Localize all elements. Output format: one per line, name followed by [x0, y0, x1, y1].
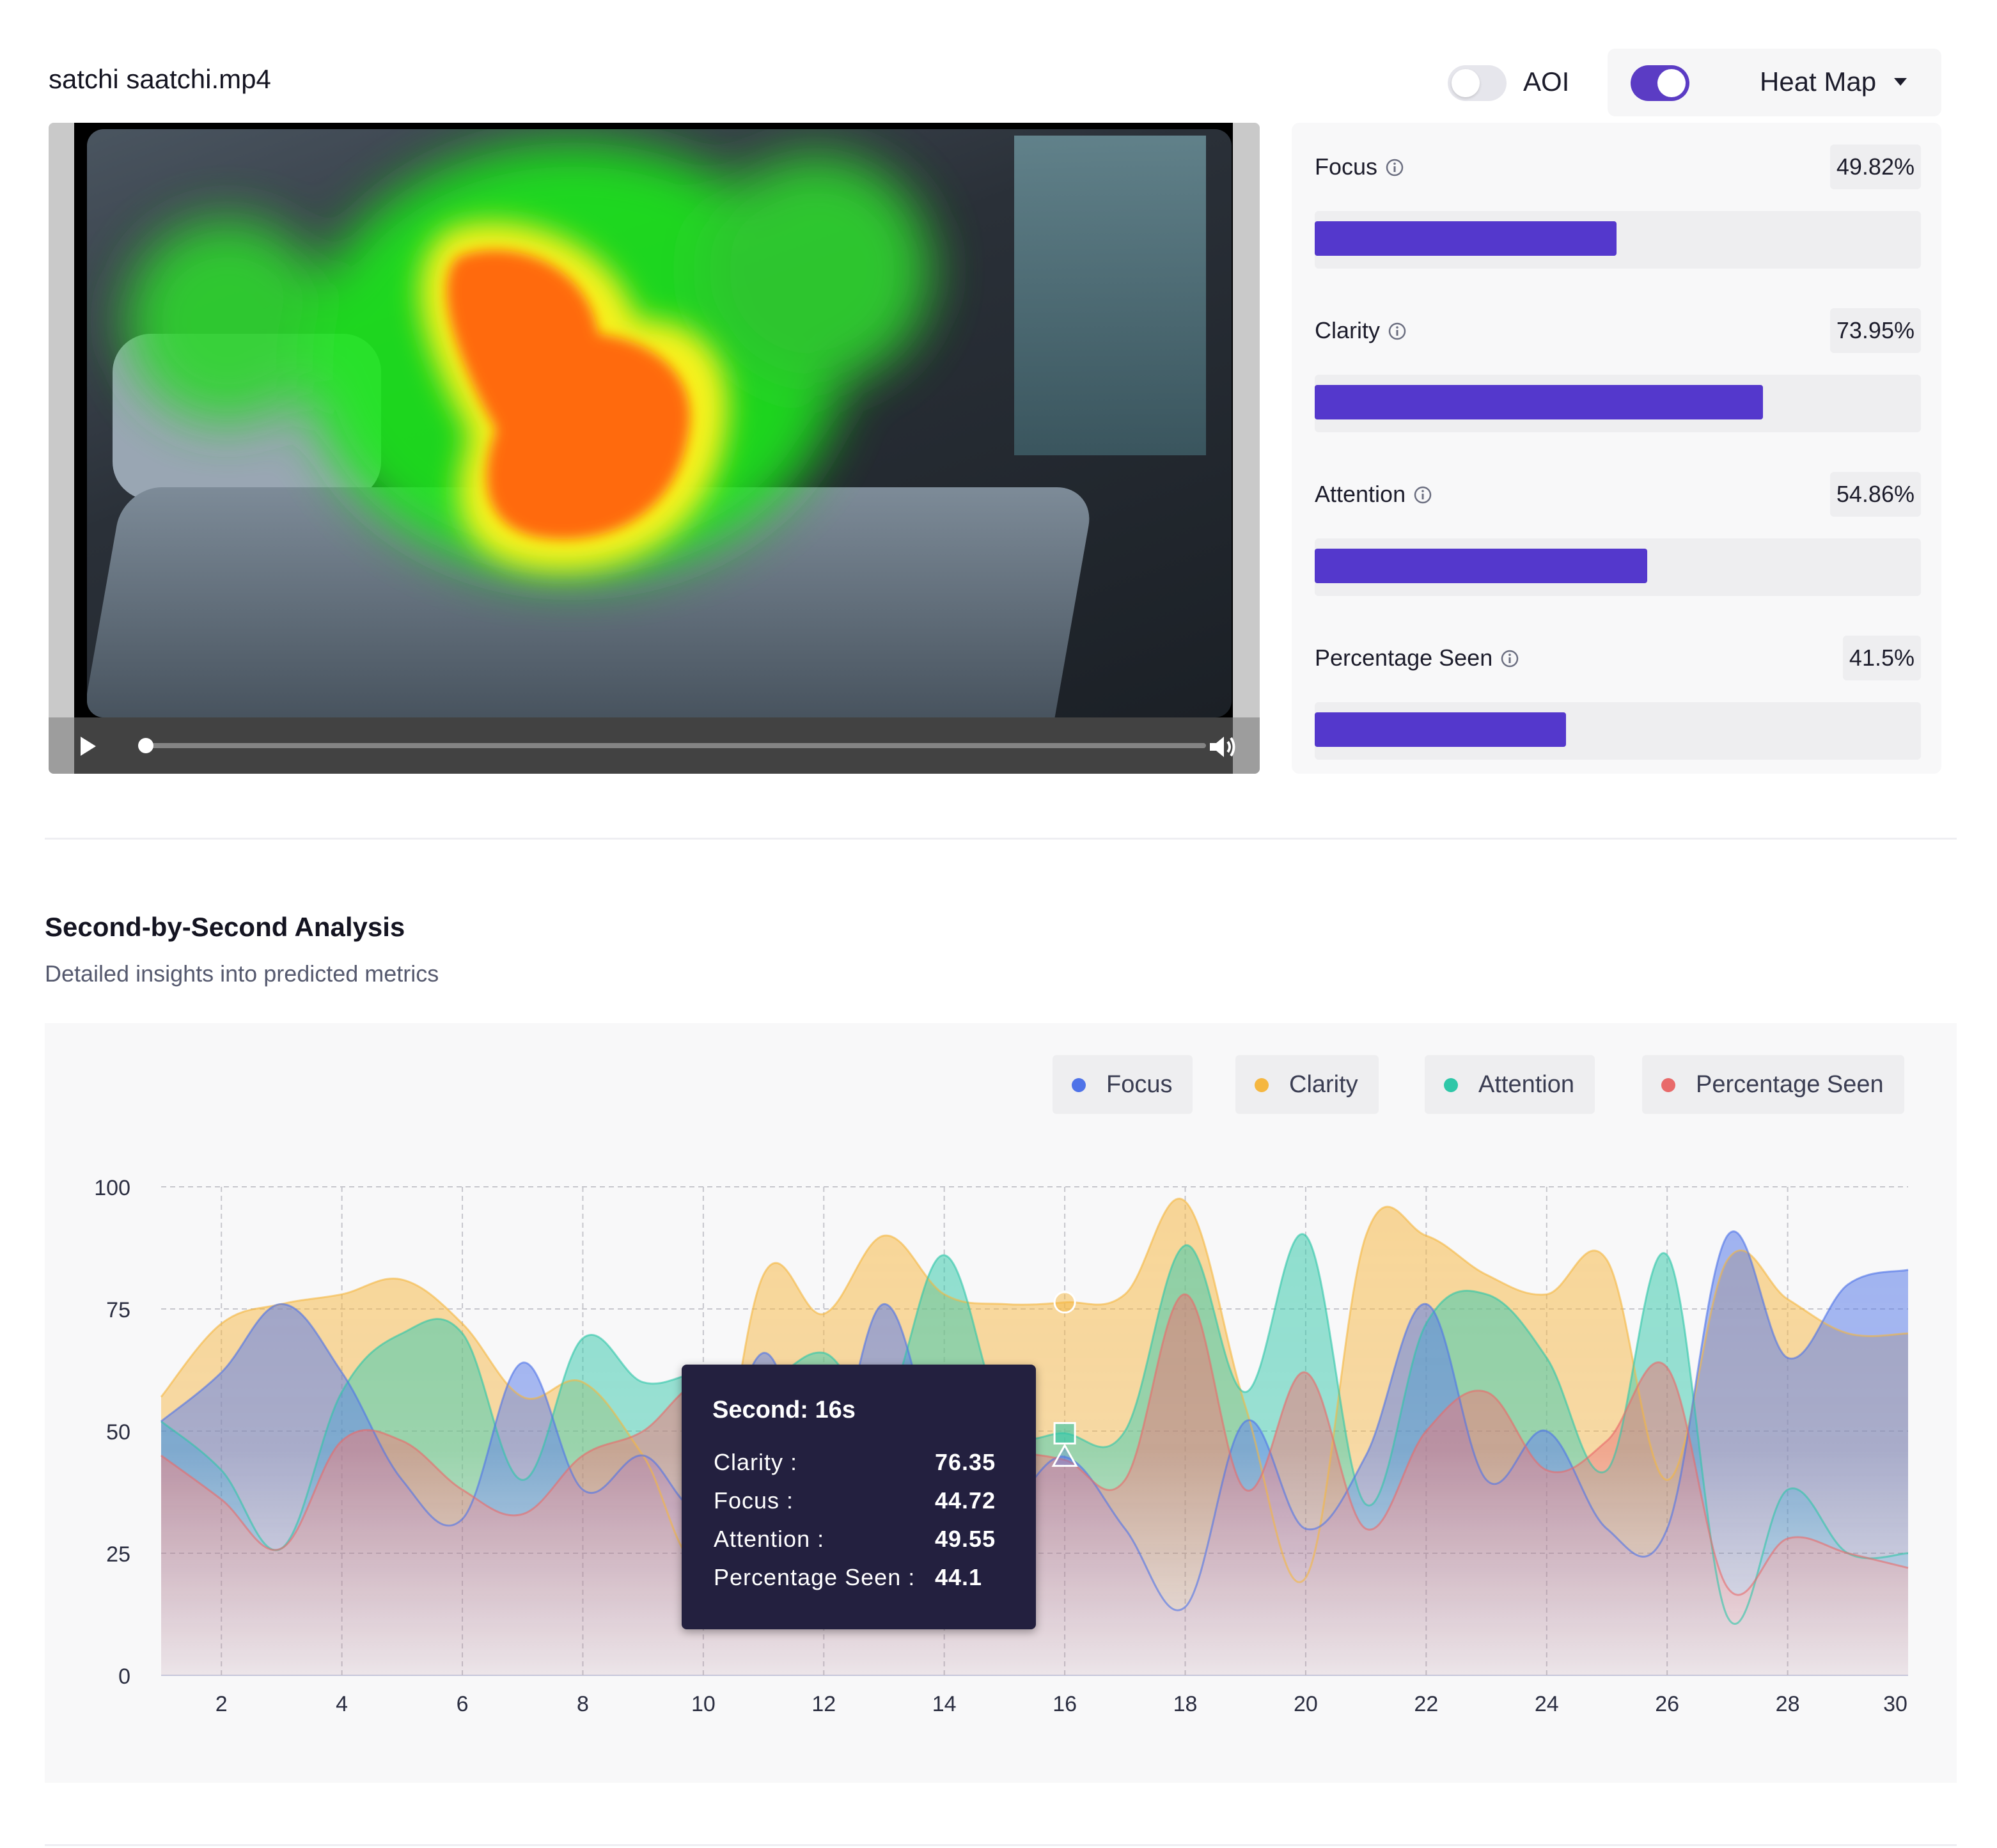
attention-marker	[1053, 1421, 1076, 1445]
legend-item-clarity[interactable]: Clarity	[1235, 1055, 1379, 1114]
metric-value: 73.95%	[1829, 308, 1921, 353]
window-image	[1014, 136, 1206, 455]
video-filename: satchi saatchi.mp4	[49, 64, 271, 94]
info-icon[interactable]	[1385, 158, 1404, 177]
video-controls	[49, 717, 1260, 774]
aoi-toggle[interactable]	[1448, 65, 1507, 101]
y-tick-label: 75	[106, 1298, 130, 1322]
y-tick-label: 50	[106, 1420, 130, 1445]
tooltip-label: Percentage Seen :	[714, 1564, 916, 1590]
section-subtitle: Detailed insights into predicted metrics	[45, 960, 439, 987]
x-tick-label: 14	[932, 1692, 957, 1716]
metric-name: Percentage Seen	[1315, 645, 1493, 671]
info-icon[interactable]	[1500, 649, 1519, 668]
legend-dot	[1072, 1078, 1086, 1092]
aoi-label: AOI	[1523, 67, 1570, 97]
metric-bar-track	[1315, 375, 1921, 432]
tooltip-value: 44.1	[935, 1564, 983, 1590]
x-tick-label: 18	[1173, 1692, 1198, 1716]
tooltip-label: Focus :	[714, 1487, 794, 1514]
view-mode-toggle[interactable]	[1631, 65, 1689, 101]
tooltip-value: 76.35	[935, 1449, 996, 1475]
section-divider	[45, 1844, 1957, 1846]
line-focus	[161, 1230, 1909, 1611]
tooltip-label: Clarity :	[714, 1449, 798, 1475]
x-tick-label: 16	[1053, 1692, 1077, 1716]
x-tick-label: 8	[577, 1692, 589, 1716]
line-percentage-seen	[161, 1293, 1909, 1596]
metric-bar-fill	[1315, 549, 1648, 583]
x-tick-label: 12	[811, 1692, 836, 1716]
metric-name: Focus	[1315, 153, 1378, 180]
chart-tooltip: Second: 16s Clarity :76.35 Focus :44.72 …	[682, 1365, 1036, 1629]
metric-value: 49.82%	[1829, 145, 1921, 189]
section-divider	[45, 838, 1957, 840]
video-player[interactable]	[49, 123, 1260, 774]
focus-marker	[1051, 1443, 1078, 1467]
metric-bar-fill	[1315, 385, 1764, 419]
info-icon[interactable]	[1413, 485, 1432, 505]
clarity-marker	[1053, 1291, 1076, 1314]
legend-item-focus[interactable]: Focus	[1053, 1055, 1193, 1114]
legend-dot	[1661, 1078, 1675, 1092]
legend-label: Percentage Seen	[1696, 1071, 1884, 1098]
metric-bar-fill	[1315, 712, 1567, 747]
line-clarity	[160, 1198, 1909, 1583]
toggle-knob	[1452, 69, 1480, 97]
metrics-panel: Focus 49.82% Clarity 73.95% Attention 54…	[1292, 123, 1941, 774]
legend-label: Clarity	[1289, 1071, 1358, 1098]
metric-name: Clarity	[1315, 317, 1381, 343]
seek-bar[interactable]	[145, 743, 1206, 748]
metric-value: 41.5%	[1842, 636, 1921, 680]
info-icon[interactable]	[1388, 322, 1407, 341]
x-tick-label: 10	[691, 1692, 716, 1716]
x-tick-label: 28	[1776, 1692, 1800, 1716]
toggle-knob	[1657, 69, 1686, 97]
legend-dot	[1444, 1078, 1458, 1092]
line-attention	[161, 1233, 1909, 1625]
metric-bar-track	[1315, 538, 1921, 596]
x-tick-label: 2	[215, 1692, 228, 1716]
metric-bar-track	[1315, 211, 1921, 269]
tooltip-title: Second: 16s	[712, 1397, 856, 1423]
heatmap-overlay	[125, 142, 931, 577]
video-frame	[74, 123, 1233, 774]
x-tick-label: 4	[336, 1692, 348, 1716]
metric-name: Attention	[1315, 481, 1406, 507]
legend-item-percentage-seen[interactable]: Percentage Seen	[1642, 1055, 1904, 1114]
y-tick-label: 25	[106, 1542, 130, 1567]
video-scene	[87, 129, 1232, 717]
x-tick-label: 6	[457, 1692, 469, 1716]
tooltip-value: 49.55	[935, 1526, 996, 1552]
view-mode-dropdown[interactable]: Heat Map	[1760, 67, 1877, 97]
metric-bar-track	[1315, 702, 1921, 760]
section-title: Second-by-Second Analysis	[45, 912, 405, 942]
y-tick-label: 100	[94, 1176, 130, 1200]
volume-icon[interactable]	[1207, 734, 1238, 760]
x-tick-label: 20	[1294, 1692, 1318, 1716]
x-tick-label: 26	[1655, 1692, 1679, 1716]
legend-label: Attention	[1478, 1071, 1574, 1098]
y-tick-label: 0	[118, 1664, 130, 1689]
x-tick-label: 30	[1883, 1692, 1907, 1716]
seek-handle[interactable]	[138, 738, 153, 753]
tooltip-label: Attention :	[714, 1526, 825, 1552]
play-icon[interactable]	[81, 737, 96, 756]
tooltip-value: 44.72	[935, 1487, 996, 1514]
caret-down-icon[interactable]	[1894, 78, 1907, 86]
x-tick-label: 24	[1535, 1692, 1559, 1716]
legend-label: Focus	[1106, 1071, 1173, 1098]
legend-dot	[1255, 1078, 1269, 1092]
metric-value: 54.86%	[1829, 472, 1921, 517]
metric-bar-fill	[1315, 221, 1617, 256]
x-tick-label: 22	[1414, 1692, 1438, 1716]
legend-item-attention[interactable]: Attention	[1425, 1055, 1595, 1114]
